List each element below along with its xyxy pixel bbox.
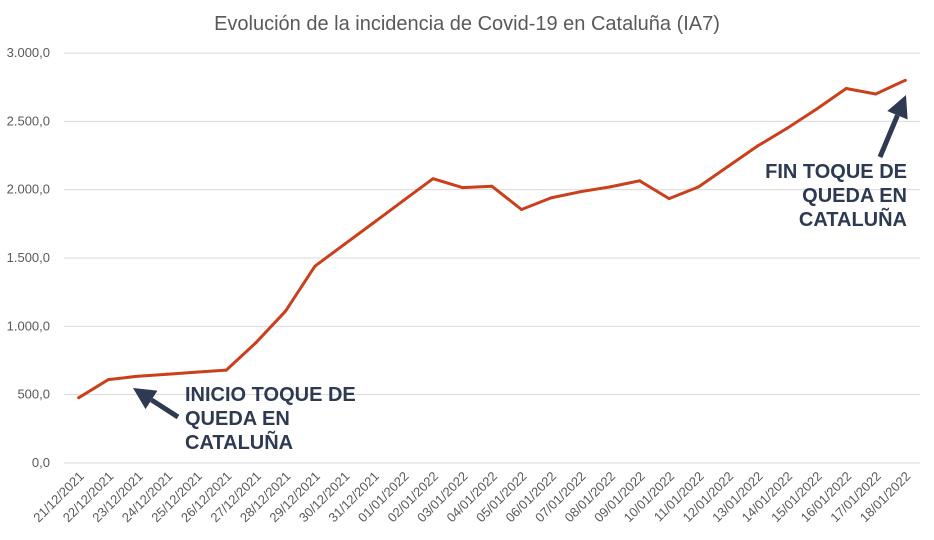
data-point: [401, 199, 405, 203]
data-point: [785, 126, 789, 130]
data-point: [224, 368, 228, 372]
data-point: [844, 87, 848, 91]
annotation-arrow-head: [887, 95, 908, 120]
y-tick-label: 1.000,0: [7, 318, 50, 333]
data-point: [638, 179, 642, 183]
data-point: [549, 196, 553, 200]
data-point: [815, 107, 819, 111]
data-point: [608, 185, 612, 189]
data-point: [579, 190, 583, 194]
y-tick-label: 500,0: [17, 387, 50, 402]
y-tick-label: 1.500,0: [7, 250, 50, 265]
y-tick-label: 2.500,0: [7, 113, 50, 128]
annotation-arrows: [133, 95, 908, 420]
gridlines: [64, 52, 920, 464]
y-tick-label: 2.000,0: [7, 182, 50, 197]
chart-title: Evolución de la incidencia de Covid-19 e…: [214, 13, 720, 35]
series-group: [77, 78, 907, 400]
data-point: [460, 186, 464, 190]
data-point: [697, 185, 701, 189]
data-point: [372, 220, 376, 224]
x-axis-ticks: 21/12/202122/12/202123/12/202124/12/2021…: [30, 469, 913, 526]
data-point: [283, 309, 287, 313]
data-point: [431, 177, 435, 181]
annotation-arrow-shaft: [877, 114, 900, 158]
data-point: [313, 264, 317, 268]
data-point: [342, 242, 346, 246]
annotation-curfew-start: INICIO TOQUE DE QUEDA EN CATALUÑA: [185, 384, 356, 454]
data-point: [490, 184, 494, 188]
data-point: [726, 164, 730, 168]
y-tick-label: 3.000,0: [7, 45, 50, 60]
y-tick-label: 0,0: [32, 455, 50, 470]
series-line: [77, 78, 907, 400]
annotation-arrow-shaft: [150, 397, 180, 420]
data-point: [106, 378, 110, 382]
annotation-arrow-head: [133, 388, 158, 410]
y-axis-ticks: 0,0 500,0 1.000,0 1.500,0 2.000,0 2.500,0 3.00…: [7, 45, 50, 470]
data-point: [667, 197, 671, 201]
data-point: [874, 92, 878, 96]
data-point: [165, 372, 169, 376]
data-point: [903, 78, 907, 82]
data-point: [756, 144, 760, 148]
data-point: [77, 396, 81, 400]
annotation-curfew-end: FIN TOQUE DE QUEDA EN CATALUÑA: [765, 161, 907, 231]
data-point: [520, 207, 524, 211]
data-point: [136, 374, 140, 378]
data-point: [254, 341, 258, 345]
data-point: [195, 370, 199, 374]
